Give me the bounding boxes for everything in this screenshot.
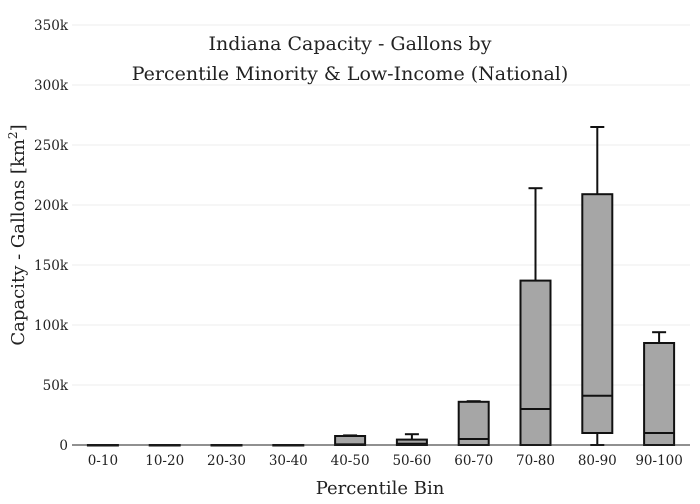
box-60-70 xyxy=(457,400,490,446)
y-tick-label: 150k xyxy=(34,258,69,274)
x-tick-label: 10-20 xyxy=(145,453,184,469)
y-tick-label: 100k xyxy=(34,318,69,334)
x-tick-label: 0-10 xyxy=(88,453,118,469)
y-tick-label: 350k xyxy=(34,18,69,34)
x-tick-label: 40-50 xyxy=(331,453,370,469)
y-tick-label: 0 xyxy=(59,438,68,454)
x-tick-label: 90-100 xyxy=(635,453,683,469)
box-body xyxy=(643,342,676,446)
x-tick-label: 80-90 xyxy=(578,453,617,469)
box-body xyxy=(457,400,490,446)
box-70-80 xyxy=(519,187,552,446)
x-tick-label: 50-60 xyxy=(392,453,431,469)
y-axis-title: Capacity - Gallons [km2] xyxy=(6,124,29,345)
box-body xyxy=(519,279,552,446)
x-tick-labels: 0-10 10-20 20-30 30-40 40-50 50-60 60-70 70-80 8… xyxy=(88,453,683,469)
y-axis-title-main: Capacity - Gallons [km xyxy=(8,139,29,346)
y-tick-label: 300k xyxy=(34,78,69,94)
x-axis-title: Percentile Bin xyxy=(316,478,445,499)
chart-title-line-1: Indiana Capacity - Gallons by xyxy=(209,33,492,55)
y-tick-labels: 0 50k 100k 150k 200k 250k 300k 350k xyxy=(34,18,69,454)
y-tick-label: 200k xyxy=(34,198,69,214)
y-axis-title-superscript: 2 xyxy=(6,131,20,139)
gridlines xyxy=(72,24,690,386)
chart-title-line-2: Percentile Minority & Low-Income (Nation… xyxy=(132,63,569,85)
box-series xyxy=(86,126,676,447)
box-50-60 xyxy=(395,433,428,447)
box-90-100 xyxy=(643,331,676,446)
box-80-90 xyxy=(581,126,614,446)
x-tick-label: 70-80 xyxy=(516,453,555,469)
y-axis-title-close: ] xyxy=(8,124,29,131)
x-tick-label: 30-40 xyxy=(269,453,308,469)
x-tick-label: 60-70 xyxy=(454,453,493,469)
y-tick-label: 250k xyxy=(34,138,69,154)
y-tick-label: 50k xyxy=(43,378,69,394)
box-body xyxy=(581,193,614,434)
x-tick-label: 20-30 xyxy=(207,453,246,469)
box-40-50 xyxy=(334,434,367,446)
